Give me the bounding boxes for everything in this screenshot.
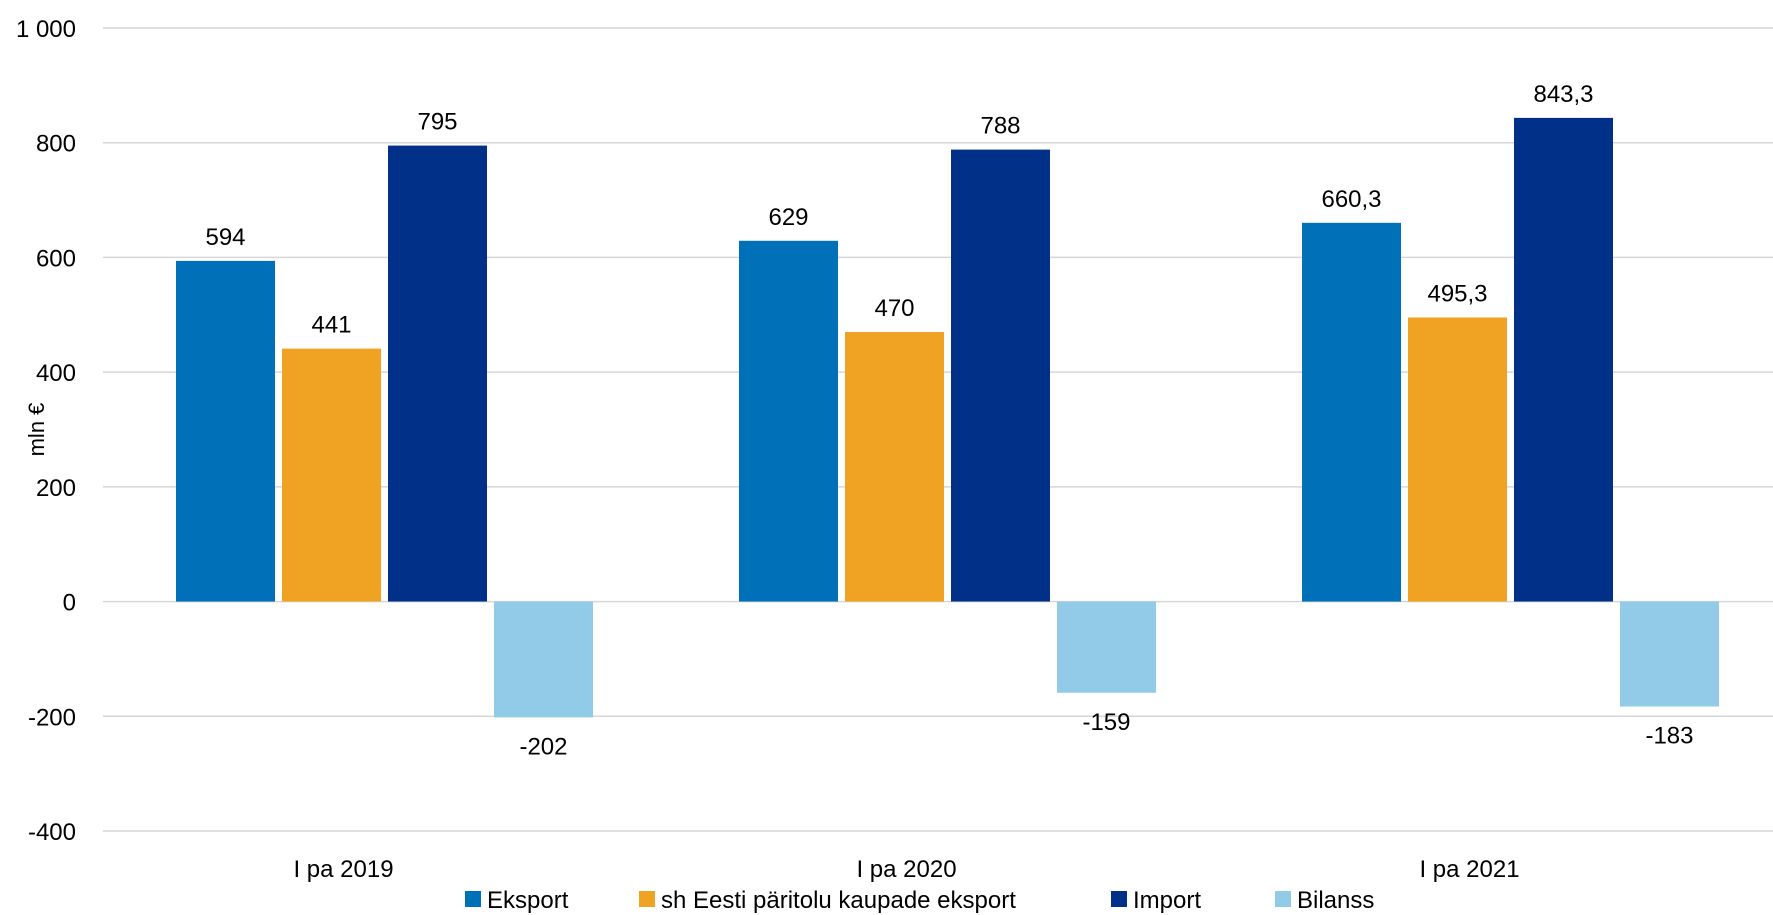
bar-bilanss: [494, 601, 593, 718]
bar-eksport: [739, 240, 838, 602]
data-labels: 594 441 795 -202 629 470 788 -159 660,3 495,3 843,…: [205, 81, 1693, 761]
data-label: -202: [519, 733, 567, 760]
legend-swatch: [639, 891, 655, 907]
category-label: I pa 2021: [1419, 856, 1519, 883]
y-tick-label: 0: [63, 590, 76, 617]
legend: Eksport sh Eesti päritolu kaupade eksport…: [465, 887, 1374, 914]
data-label: -183: [1645, 723, 1693, 750]
bar-import: [1514, 117, 1613, 602]
legend-swatch: [1275, 891, 1291, 907]
bars: [176, 117, 1719, 718]
bar-import: [388, 145, 487, 602]
y-tick-label: 600: [36, 245, 76, 272]
legend-swatch: [465, 891, 481, 907]
legend-label: Eksport: [487, 887, 569, 914]
bar-sh: [845, 331, 944, 602]
category-labels: I pa 2019 I pa 2020 I pa 2021: [293, 856, 1519, 883]
bar-bilanss: [1057, 601, 1156, 693]
data-label: 441: [311, 312, 351, 339]
data-label: 795: [417, 109, 457, 136]
legend-label: Bilanss: [1297, 887, 1374, 914]
y-axis-title: mln €: [24, 403, 49, 457]
y-axis-ticks: 1 000 800 600 400 200 0 -200 -400: [16, 16, 76, 846]
bar-eksport: [1302, 222, 1401, 602]
data-label: 594: [205, 224, 245, 251]
y-tick-label: -400: [28, 819, 76, 846]
bar-bilanss: [1620, 601, 1719, 707]
y-tick-label: 1 000: [16, 16, 76, 43]
legend-swatch: [1111, 891, 1127, 907]
y-tick-label: -200: [28, 704, 76, 731]
data-label: 629: [768, 204, 808, 231]
bar-import: [951, 149, 1050, 602]
legend-label: Import: [1133, 887, 1201, 914]
data-label: 495,3: [1427, 280, 1487, 307]
data-label: 470: [874, 295, 914, 322]
category-label: I pa 2020: [856, 856, 956, 883]
data-label: 788: [980, 113, 1020, 140]
y-tick-label: 200: [36, 475, 76, 502]
legend-label: sh Eesti päritolu kaupade eksport: [661, 887, 1016, 914]
bar-sh: [282, 348, 381, 602]
data-label: 843,3: [1533, 81, 1593, 108]
data-label: -159: [1082, 709, 1130, 736]
y-tick-label: 800: [36, 131, 76, 158]
y-tick-label: 400: [36, 360, 76, 387]
category-label: I pa 2019: [293, 856, 393, 883]
bar-eksport: [176, 260, 275, 602]
bar-sh: [1408, 317, 1507, 602]
data-label: 660,3: [1321, 186, 1381, 213]
